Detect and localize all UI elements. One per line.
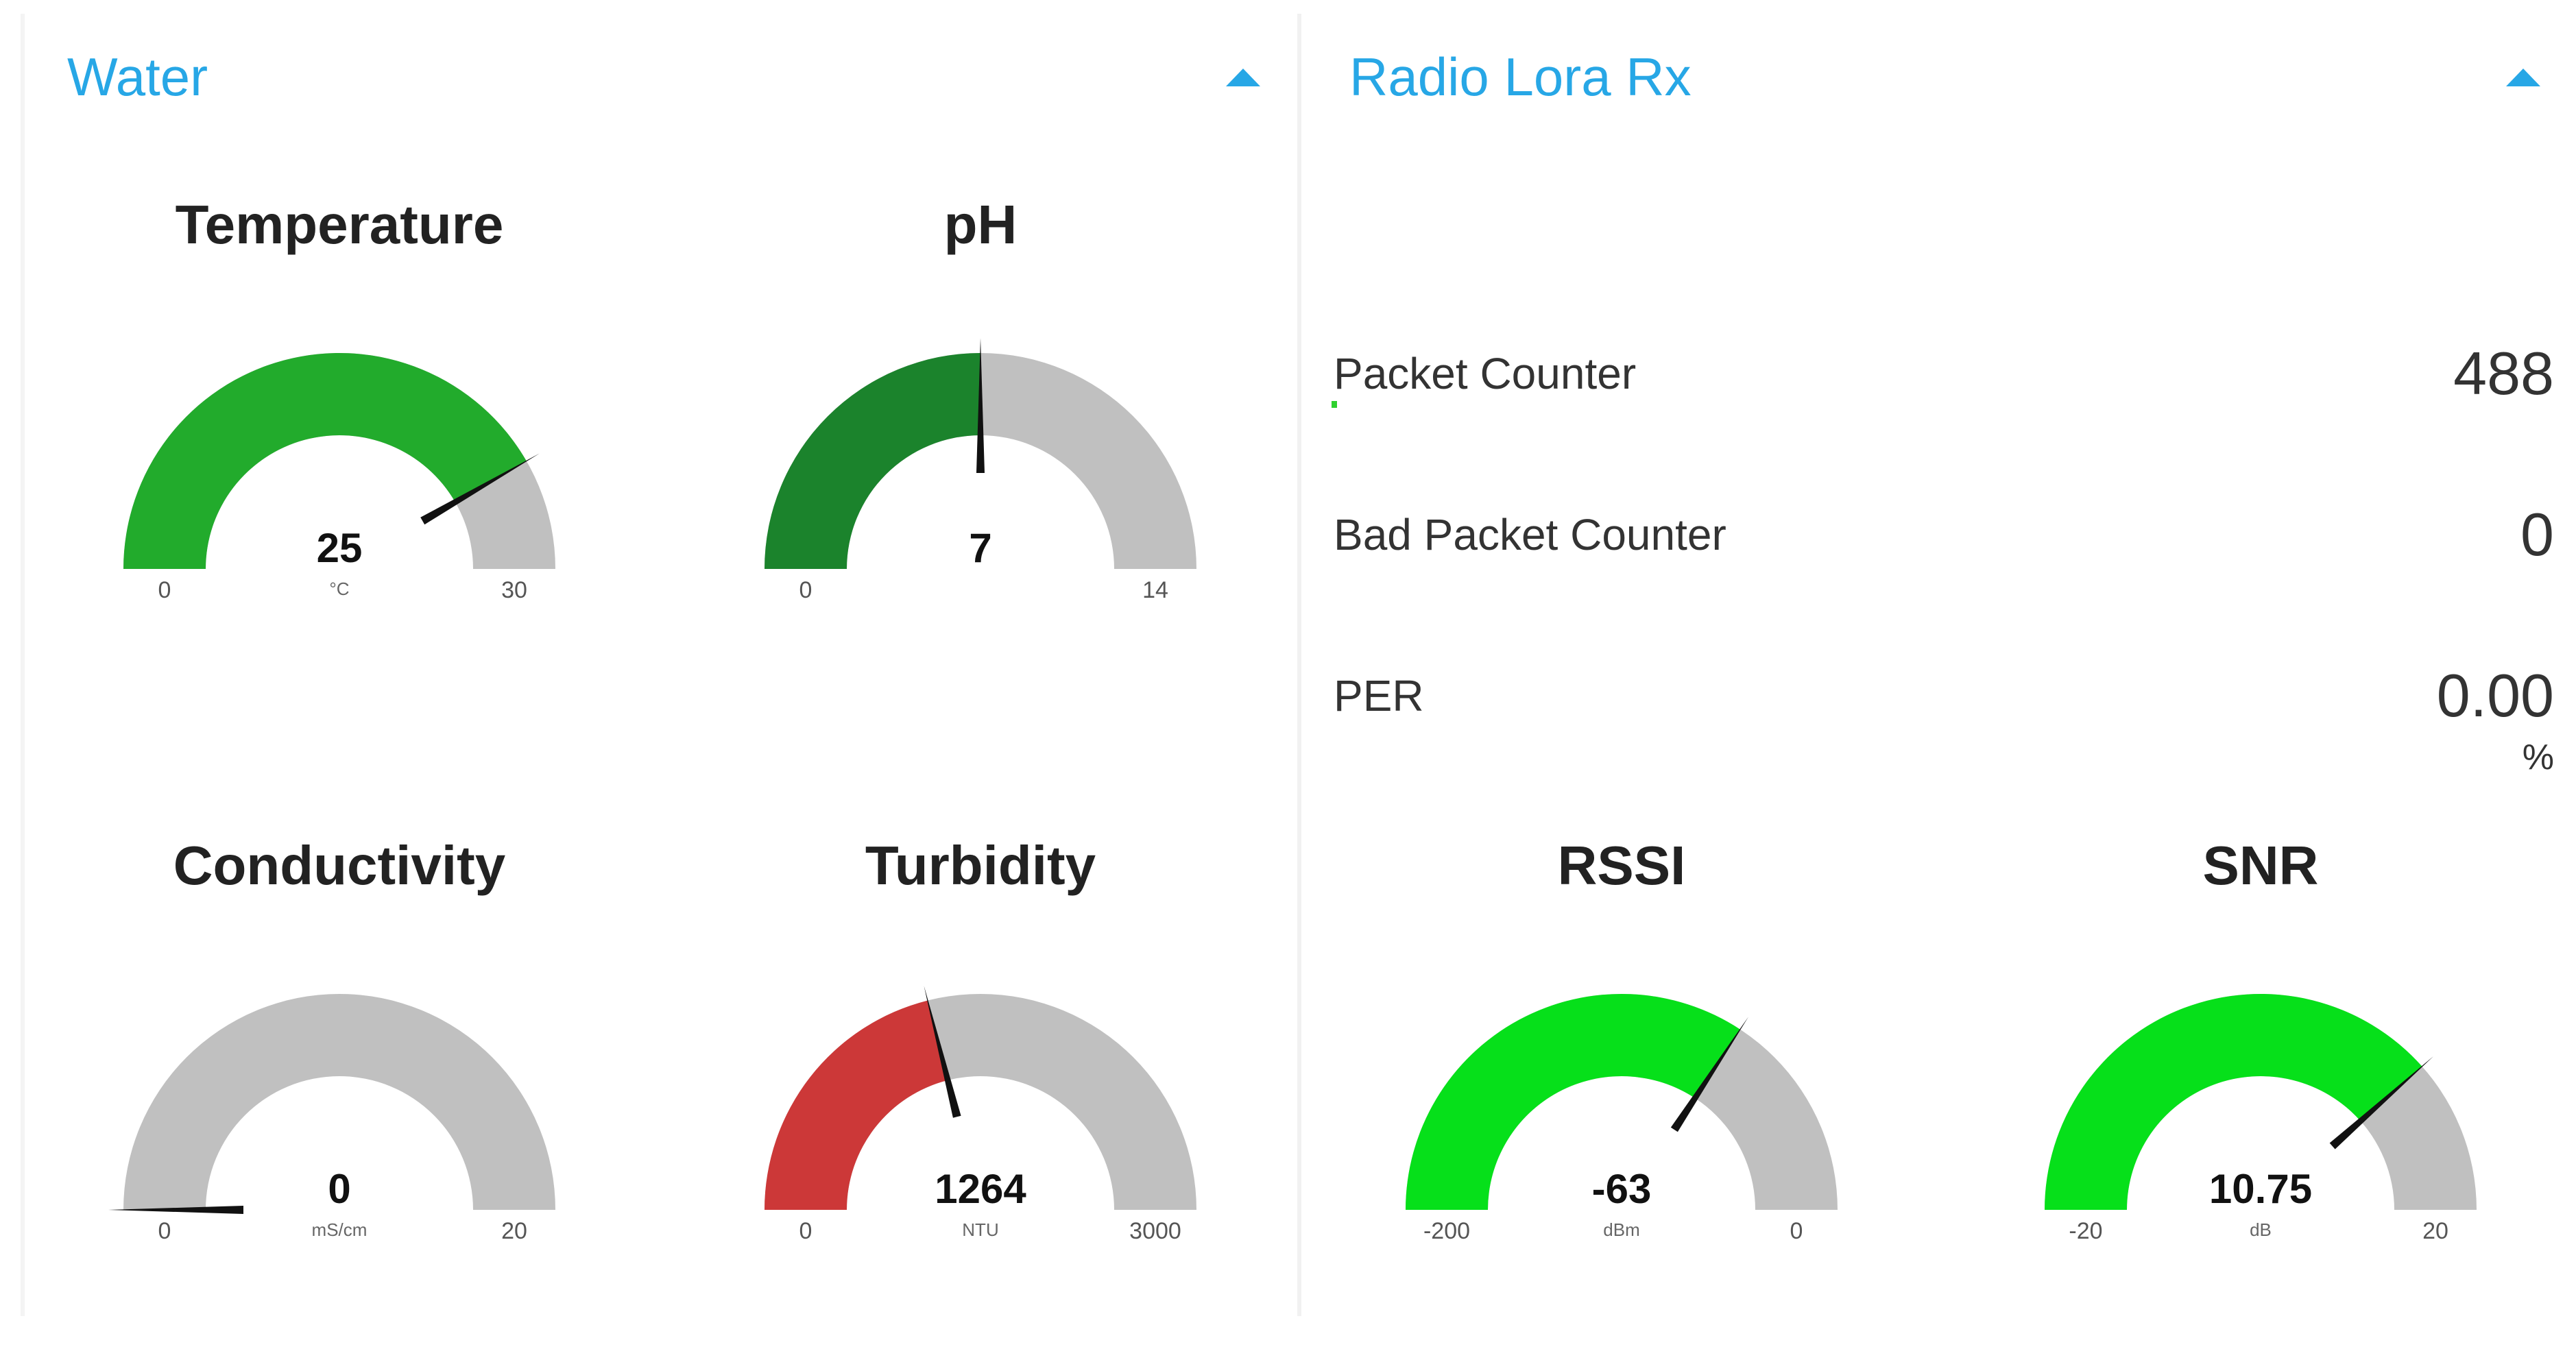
gauge-svg: -63 dBm -200 0 — [1406, 994, 1838, 1244]
gauge-max-label: 3000 — [1129, 1218, 1181, 1244]
group-title-water[interactable]: Water — [67, 47, 208, 107]
gauge-fill — [2045, 994, 2422, 1210]
gauge-needle — [420, 453, 540, 525]
gauge-fill — [765, 353, 980, 569]
gauge-min-label: -20 — [2069, 1218, 2102, 1244]
text-row-bad-packet-counter: Bad Packet Counter 0 — [1334, 480, 2554, 590]
gauge-svg: 7 0 14 — [765, 338, 1196, 603]
gauge-fill — [1406, 994, 1740, 1210]
gauge-max-label: 20 — [2422, 1218, 2448, 1244]
gauge-turbidity: 1264 NTU 0 3000 Turbidity — [662, 641, 1299, 1258]
gauge-min-label: 0 — [158, 577, 171, 603]
row-value: 0.00 — [2436, 661, 2554, 729]
chevron-up-icon[interactable] — [2506, 69, 2540, 86]
gauge-rssi: -63 dBm -200 0 RSSI — [1303, 641, 1940, 1258]
gauge-unit: mS/cm — [312, 1219, 368, 1240]
gauge-value: 1264 — [935, 1166, 1026, 1212]
gauge-title: pH — [943, 194, 1018, 255]
gauge-max-label: 14 — [1142, 577, 1168, 603]
gauge-needle — [924, 986, 961, 1118]
gauge-conductivity: 0 mS/cm 0 20 Conductivity — [21, 641, 658, 1258]
gauge-value: 25 — [317, 525, 363, 571]
gauge-title: SNR — [2202, 835, 2319, 896]
text-row-packet-counter: Packet Counter 488 — [1334, 319, 2554, 428]
gauge-max-label: 30 — [501, 577, 527, 603]
gauge-min-label: 0 — [799, 1218, 812, 1244]
gauge-needle — [976, 338, 985, 473]
row-label: Bad Packet Counter — [1334, 510, 1726, 559]
gauge-fill — [765, 1000, 948, 1210]
left-border — [21, 14, 25, 1316]
gauge-snr: 10.75 dB -20 20 SNR — [1942, 641, 2576, 1258]
gauge-max-label: 20 — [501, 1218, 527, 1244]
gauge-ph: 7 0 14 pH — [662, 0, 1299, 617]
gauge-min-label: 0 — [799, 577, 812, 603]
gauge-track — [123, 994, 555, 1210]
chevron-up-icon[interactable] — [1226, 69, 1260, 86]
gauge-temperature: 25 °C 0 30 Temperature — [21, 0, 658, 617]
row-value: 0 — [2520, 500, 2554, 568]
gauge-value: 7 — [969, 525, 991, 571]
gauge-min-label: -200 — [1423, 1218, 1470, 1244]
gauge-title: Turbidity — [865, 835, 1096, 896]
row-label: PER — [1334, 671, 1424, 720]
row-value: 488 — [2453, 339, 2554, 407]
gauge-max-label: 0 — [1790, 1218, 1803, 1244]
gauge-value: 10.75 — [2209, 1166, 2312, 1212]
row-unit: % — [2522, 738, 2554, 777]
gauge-svg: 10.75 dB -20 20 — [2045, 994, 2477, 1244]
text-row-per: PER 0.00 % — [1334, 641, 2554, 777]
gauge-unit: dBm — [1603, 1219, 1639, 1240]
gauge-svg: 0 mS/cm 0 20 — [108, 994, 555, 1244]
gauge-svg: 1264 NTU 0 3000 — [765, 986, 1196, 1244]
gauge-title: RSSI — [1557, 835, 1686, 896]
gauge-needle — [108, 1206, 243, 1214]
row-label: Packet Counter — [1334, 349, 1637, 398]
gauge-min-label: 0 — [158, 1218, 171, 1244]
gauge-unit: °C — [329, 579, 349, 599]
gauge-value: 0 — [328, 1166, 350, 1212]
gauge-value: -63 — [1592, 1166, 1652, 1212]
gauge-svg: 25 °C 0 30 — [123, 353, 555, 603]
gauge-title: Conductivity — [173, 835, 506, 896]
gauge-needle — [1670, 1017, 1749, 1132]
group-title-radio-lora-rx[interactable]: Radio Lora Rx — [1349, 47, 1692, 107]
gauge-needle — [2329, 1056, 2433, 1150]
gauge-unit: NTU — [962, 1219, 998, 1240]
gauge-fill — [123, 353, 527, 569]
status-indicator — [1332, 401, 1337, 408]
gauge-unit: dB — [2250, 1219, 2272, 1240]
gauge-title: Temperature — [175, 194, 504, 255]
panel-divider — [1297, 14, 1301, 1316]
